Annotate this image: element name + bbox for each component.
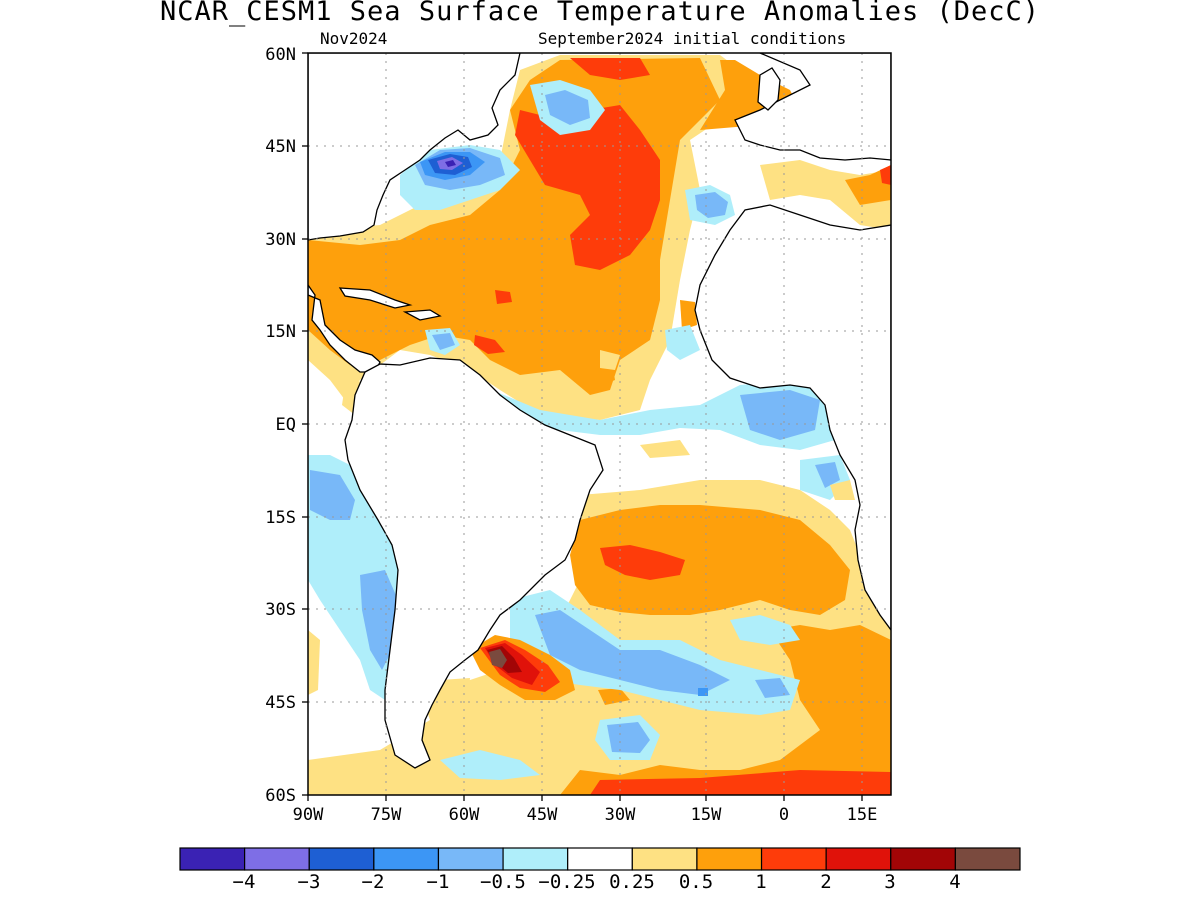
colorbar-swatch bbox=[502, 847, 569, 871]
north-atlantic-cold-anomalies bbox=[400, 80, 735, 360]
colorbar-label: −2 bbox=[362, 871, 385, 893]
colorbar-swatch bbox=[696, 847, 763, 871]
colorbar-swatch bbox=[890, 847, 956, 871]
lon-label-60w: 60W bbox=[449, 805, 480, 825]
colorbar-swatch bbox=[308, 847, 375, 871]
map-title: NCAR_CESM1 Sea Surface Temperature Anoma… bbox=[159, 0, 1041, 27]
lat-label-eq: EQ bbox=[276, 415, 296, 435]
colorbar-label: −0.25 bbox=[538, 871, 595, 893]
colorbar-swatch bbox=[760, 847, 827, 871]
lat-label-30s: 30S bbox=[265, 600, 296, 620]
equatorial-anomalies bbox=[480, 380, 855, 500]
colorbar-swatch bbox=[373, 847, 440, 871]
colorbar-label: −4 bbox=[233, 871, 256, 893]
colorbar-swatch bbox=[631, 847, 698, 871]
south-atlantic-cold-anomalies bbox=[308, 455, 800, 780]
lon-label-90w: 90W bbox=[293, 805, 324, 825]
lon-label-45w: 45W bbox=[527, 805, 558, 825]
colorbar-label: −1 bbox=[427, 871, 450, 893]
africa-land bbox=[694, 204, 891, 632]
colorbar-label: −3 bbox=[298, 871, 321, 893]
colorbar-swatch bbox=[179, 847, 246, 871]
latitude-labels: 60N 45N 30N 15N EQ 15S 30S 45S 60S bbox=[265, 45, 296, 806]
colorbar-label: 2 bbox=[820, 871, 831, 893]
lon-label-0: 0 bbox=[779, 805, 789, 825]
lat-label-30n: 30N bbox=[265, 230, 296, 250]
colorbar-swatches bbox=[179, 847, 1021, 871]
south-america-land bbox=[344, 357, 604, 769]
colorbar-swatch bbox=[954, 847, 1021, 871]
colorbar-label: 0.25 bbox=[609, 871, 655, 893]
confluence-warm-core bbox=[470, 635, 575, 700]
lat-label-45s: 45S bbox=[265, 693, 296, 713]
colorbar-label: 4 bbox=[949, 871, 960, 893]
lat-label-15n: 15N bbox=[265, 322, 296, 342]
longitude-labels: 90W 75W 60W 45W 30W 15W 0 15E bbox=[293, 805, 878, 825]
colorbar-label: 1 bbox=[755, 871, 766, 893]
lon-label-15e: 15E bbox=[847, 805, 878, 825]
forecast-month: Nov2024 bbox=[320, 29, 388, 48]
graticule bbox=[308, 53, 891, 795]
lon-label-30w: 30W bbox=[605, 805, 636, 825]
lat-label-15s: 15S bbox=[265, 508, 296, 528]
lon-label-75w: 75W bbox=[371, 805, 402, 825]
uk-land bbox=[757, 67, 781, 111]
colorbar-swatch bbox=[567, 847, 633, 871]
europe-land bbox=[734, 53, 891, 161]
colorbar-label: 0.5 bbox=[679, 871, 713, 893]
lat-label-45n: 45N bbox=[265, 137, 296, 157]
colorbar-swatch bbox=[437, 847, 504, 871]
colorbar-swatch bbox=[825, 847, 892, 871]
cuba-land bbox=[338, 287, 413, 309]
lon-label-15w: 15W bbox=[691, 805, 722, 825]
initial-conditions-label: September2024 initial conditions bbox=[538, 29, 847, 48]
lat-label-60s: 60S bbox=[265, 786, 296, 806]
colorbar-label: −0.5 bbox=[480, 871, 526, 893]
colorbar-label: 3 bbox=[884, 871, 895, 893]
tick-marks bbox=[302, 52, 863, 801]
north-atlantic-anomaly-fields bbox=[308, 55, 891, 420]
colorbar-swatch bbox=[244, 847, 310, 871]
colorbar-labels: −4 −3 −2 −1 −0.5 −0.25 0.25 0.5 1 2 3 4 bbox=[233, 871, 961, 893]
lat-label-60n: 60N bbox=[265, 45, 296, 65]
hispaniola-land bbox=[402, 309, 442, 321]
